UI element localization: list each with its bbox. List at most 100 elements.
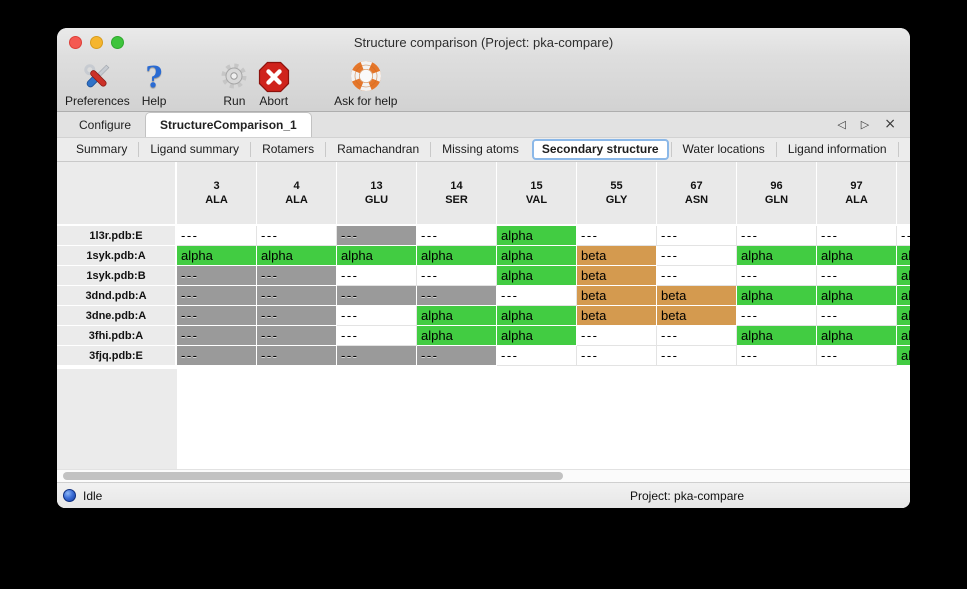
cell-1syk.pdb:A-partial[interactable]: alpha	[897, 246, 910, 266]
subtab-ramachandran[interactable]: Ramachandran	[325, 142, 430, 157]
column-header-67-ASN[interactable]: 67 ASN	[657, 162, 737, 226]
title-bar[interactable]: Structure comparison (Project: pka-compa…	[57, 28, 910, 57]
zoom-button[interactable]	[111, 36, 124, 49]
subtab-ligand-summary[interactable]: Ligand summary	[138, 142, 250, 157]
cell-1l3r.pdb:E-partial[interactable]: ---	[897, 226, 910, 246]
subtab-b-factors[interactable]: B-factors	[897, 142, 910, 157]
column-header-4-ALA[interactable]: 4 ALA	[257, 162, 337, 226]
subtab-ligand-information[interactable]: Ligand information	[775, 142, 898, 157]
row-header-3fjq.pdb:E[interactable]: 3fjq.pdb:E	[57, 346, 177, 366]
subtab-missing-atoms[interactable]: Missing atoms	[430, 142, 530, 157]
tab-configure[interactable]: Configure	[79, 117, 132, 132]
column-header-14-SER[interactable]: 14 SER	[417, 162, 497, 226]
ask-for-help-button[interactable]: Ask for help	[332, 59, 399, 107]
help-button[interactable]: ? Help	[140, 59, 169, 107]
column-header-13-GLU[interactable]: 13 GLU	[337, 162, 417, 226]
column-header-97-ALA[interactable]: 97 ALA	[817, 162, 897, 226]
tab-close-icon[interactable]: ×	[884, 116, 896, 132]
horizontal-scrollbar-thumb[interactable]	[63, 472, 563, 480]
abort-button[interactable]: Abort	[257, 59, 290, 107]
horizontal-scrollbar[interactable]	[57, 469, 910, 482]
cell-3dne.pdb:A-partial[interactable]: alpha	[897, 306, 910, 326]
column-header-55-GLY[interactable]: 55 GLY	[577, 162, 657, 226]
column-header-3-ALA[interactable]: 3 ALA	[177, 162, 257, 226]
cell-3fhi.pdb:A-partial[interactable]: alpha	[897, 326, 910, 346]
subtab-rotamers[interactable]: Rotamers	[250, 142, 325, 157]
column-header-96-GLN[interactable]: 96 GLN	[737, 162, 817, 226]
run-button[interactable]: Run	[218, 59, 250, 107]
row-header-3dne.pdb:A[interactable]: 3dne.pdb:A	[57, 306, 177, 326]
row-header-3fhi.pdb:A[interactable]: 3fhi.pdb:A	[57, 326, 177, 346]
row-header-1syk.pdb:B[interactable]: 1syk.pdb:B	[57, 266, 177, 286]
subtab-water-locations[interactable]: Water locations	[670, 142, 776, 157]
cell-3dnd.pdb:A-partial[interactable]: alpha	[897, 286, 910, 306]
tab-scroll-left-icon[interactable]: ◁	[837, 118, 846, 131]
cell-1syk.pdb:B-partial[interactable]: alpha	[897, 266, 910, 286]
minimize-button[interactable]	[90, 36, 103, 49]
cell-3fjq.pdb:E-partial[interactable]: alpha	[897, 346, 910, 366]
row-header-1l3r.pdb:E[interactable]: 1l3r.pdb:E	[57, 226, 177, 246]
tab-scroll-right-icon[interactable]: ▷	[860, 118, 870, 131]
close-button[interactable]	[69, 36, 82, 49]
tab-structurecomparison-1[interactable]: StructureComparison_1	[145, 112, 312, 137]
